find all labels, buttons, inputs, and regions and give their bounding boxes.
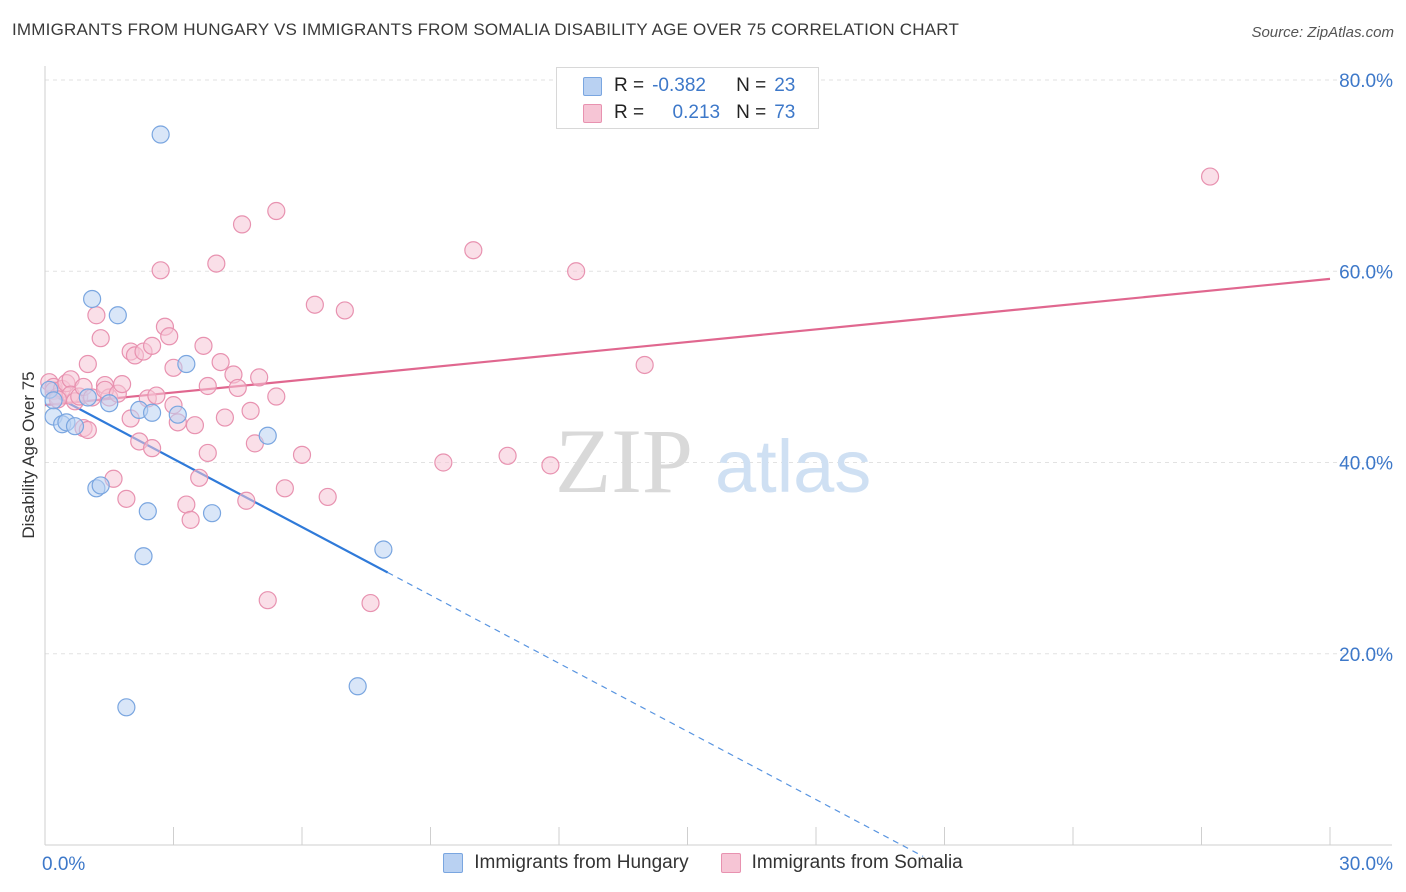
point-hungary [78,388,97,407]
point-somalia [635,355,654,375]
legend-swatch-somalia [583,103,602,123]
chart-source: Source: ZipAtlas.com [1251,24,1394,41]
correlation-legend: R = -0.382 N = 23 R = 0.213 N = 73 [556,67,819,129]
point-somalia [318,487,337,507]
trend-lines [44,277,1331,857]
point-somalia [498,446,517,465]
point-somalia [117,489,136,508]
point-hungary [108,306,127,325]
legend-r-value-somalia: 0.213 [667,102,721,123]
point-somalia [151,261,170,280]
x-tick-label-max: 30.0% [1339,854,1393,875]
point-somalia [87,306,106,325]
point-somalia [194,336,213,355]
legend-n-label: N = [736,75,767,96]
point-hungary [151,125,170,144]
y-axis-label: Disability Age Over 75 [19,371,38,538]
point-hungary [65,417,85,436]
series-legend: Immigrants from Hungary Immigrants from … [0,852,1406,874]
point-somalia [91,329,110,348]
legend-swatch-somalia [720,853,741,873]
legend-n-value-somalia: 73 [774,102,796,123]
trend-line-hungary-extrapolated [387,571,924,857]
point-hungary [138,502,157,521]
point-somalia [464,241,483,260]
point-somalia [232,215,252,234]
point-somalia [434,453,453,472]
gridlines [45,79,1392,655]
legend-label-hungary: Immigrants from Hungary [474,852,689,873]
point-somalia [361,593,380,613]
y-tick-label: 80.0% [1339,71,1393,92]
y-tick-label: 40.0% [1339,454,1393,475]
point-somalia [190,468,209,487]
point-hungary [177,354,196,374]
legend-r-label: R = [614,102,645,123]
legend-row-hungary: R = -0.382 N = 23 [557,73,795,99]
legend-r-value-hungary: -0.382 [652,75,706,96]
legend-n-label: N = [736,102,767,123]
point-somalia [237,491,256,510]
watermark-zip: ZIP [555,410,693,512]
point-somalia [241,401,260,420]
legend-row-somalia: R = 0.213 N = 73 [557,100,795,126]
point-somalia [305,295,324,314]
point-somalia [541,456,560,475]
point-hungary [258,426,277,445]
point-hungary [374,540,393,559]
point-somalia [112,374,132,394]
legend-item-hungary[interactable]: Immigrants from Hungary [443,852,689,874]
point-somalia [267,387,286,406]
y-tick-label: 60.0% [1339,262,1393,283]
point-somalia [1200,167,1220,186]
legend-n-value-hungary: 23 [774,75,796,96]
point-somalia [335,301,354,320]
point-hungary [142,403,162,422]
point-somalia [147,386,166,405]
point-hungary [44,391,63,410]
legend-item-somalia[interactable]: Immigrants from Somalia [720,852,963,874]
point-hungary [202,504,222,523]
point-hungary [100,394,119,413]
watermark-atlas: atlas [715,425,871,508]
legend-r-label: R = [614,75,645,96]
x-tick-label-min: 0.0% [42,854,85,875]
series-hungary-points [40,125,393,717]
y-tick-label: 20.0% [1339,645,1393,666]
series-somalia-points [40,167,1220,613]
chart-title: IMMIGRANTS FROM HUNGARY VS IMMIGRANTS FR… [12,20,960,39]
tick-labels: 20.0% 40.0% 60.0% 80.0% 0.0% 30.0% [42,71,1393,875]
point-hungary [168,405,187,424]
point-somalia [228,378,247,398]
legend-swatch-hungary [583,76,602,96]
axes [44,66,1392,846]
point-somalia [177,495,196,514]
point-somalia [292,445,312,464]
point-somalia [160,327,179,346]
point-somalia [267,201,286,221]
legend-label-somalia: Immigrants from Somalia [751,852,963,873]
point-somalia [142,439,162,458]
point-somalia [211,352,230,372]
point-hungary [348,677,367,696]
point-somalia [185,416,205,435]
point-somalia [198,376,217,396]
trend-line-hungary [44,389,389,574]
point-somalia [567,262,586,281]
point-somalia [207,254,226,273]
point-hungary [83,289,102,309]
point-somalia [250,368,269,387]
point-hungary [91,476,110,495]
point-somalia [181,510,200,529]
point-somalia [198,443,217,463]
point-somalia [275,479,294,498]
point-somalia [78,354,97,374]
point-somalia [258,591,277,610]
point-hungary [134,547,153,566]
legend-swatch-hungary [443,853,464,873]
point-somalia [142,336,162,355]
point-somalia [215,408,234,427]
point-hungary [117,698,136,717]
